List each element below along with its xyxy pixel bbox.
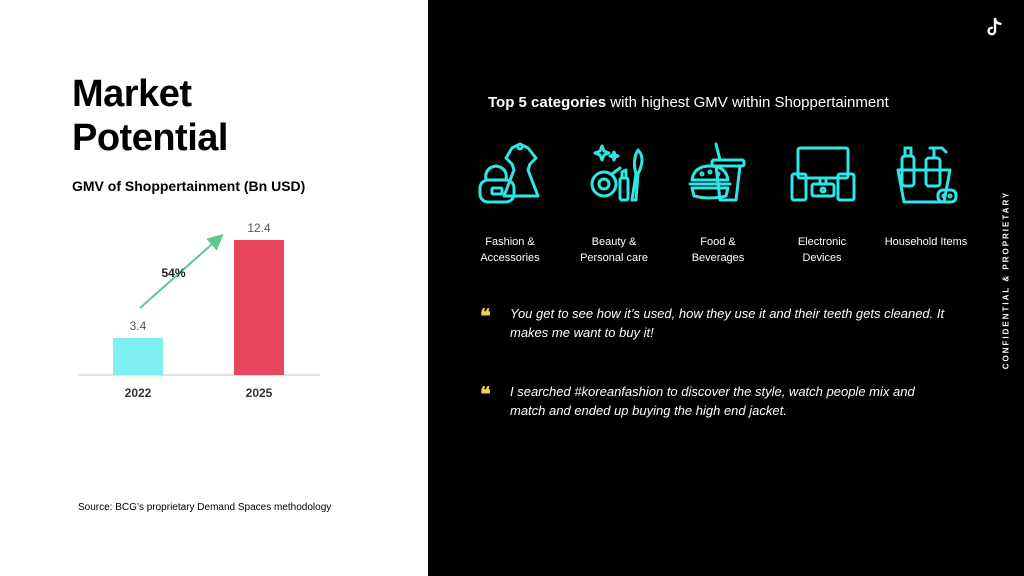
beauty-icon (590, 144, 644, 202)
quote-2: ❝ I searched #koreanfashion to discover … (480, 382, 950, 420)
title-line-2: Potential (72, 117, 228, 159)
electronics-icon (790, 146, 856, 202)
category-household: Household Items (874, 140, 978, 250)
bar-value-label: 12.4 (247, 221, 271, 235)
right-panel: Top 5 categories with highest GMV within… (428, 0, 1024, 576)
household-icon (896, 146, 958, 204)
quote-mark-icon: ❝ (480, 382, 491, 406)
category-beauty: Beauty & Personal care (562, 140, 666, 266)
fashion-icon (478, 142, 540, 204)
quote-text: I searched #koreanfashion to discover th… (510, 384, 915, 418)
category-list: Fashion & Accessories Beauty & Personal … (458, 140, 978, 280)
quote-mark-icon: ❝ (480, 304, 491, 328)
tiktok-logo-icon (986, 17, 1004, 43)
growth-label: 54% (161, 266, 185, 280)
category-electronics: Electronic Devices (770, 140, 874, 266)
food-icon (688, 142, 746, 202)
bar-2022 (113, 337, 163, 375)
bar-value-label: 3.4 (130, 319, 147, 333)
headline-bold: Top 5 categories (488, 94, 607, 111)
category-label: Beauty & Personal care (580, 236, 648, 264)
category-label: Food & Beverages (691, 236, 745, 264)
growth-arrow (139, 234, 224, 309)
category-food: Food & Beverages (666, 140, 770, 266)
quote-text: You get to see how it’s used, how they u… (510, 306, 945, 340)
category-label: Electronic Devices (797, 236, 847, 264)
source-note: Source: BCG’s proprietary Demand Spaces … (78, 502, 332, 513)
confidential-label: CONFIDENTIAL & PROPRIETARY (996, 180, 1016, 380)
page-title: Market Potential (72, 72, 372, 160)
confidential-text: CONFIDENTIAL & PROPRIETARY (1001, 190, 1011, 370)
categories-headline: Top 5 categories with highest GMV within… (488, 94, 889, 111)
quote-1: ❝ You get to see how it’s used, how they… (480, 304, 950, 342)
left-panel: Market Potential GMV of Shoppertainment … (0, 0, 428, 576)
category-label: Household Items (884, 236, 968, 248)
category-label: Fashion & Accessories (480, 236, 540, 264)
category-fashion: Fashion & Accessories (458, 140, 562, 266)
title-line-1: Market (72, 73, 192, 115)
bar-2025 (234, 240, 284, 375)
headline-rest: with highest GMV within Shoppertainment (606, 94, 889, 111)
gmv-bar-chart: 3.4 2022 12.4 2025 54% (78, 221, 320, 400)
x-tick-label: 2025 (246, 386, 273, 400)
chart-subtitle: GMV of Shoppertainment (Bn USD) (72, 178, 306, 194)
x-tick-label: 2022 (125, 386, 152, 400)
